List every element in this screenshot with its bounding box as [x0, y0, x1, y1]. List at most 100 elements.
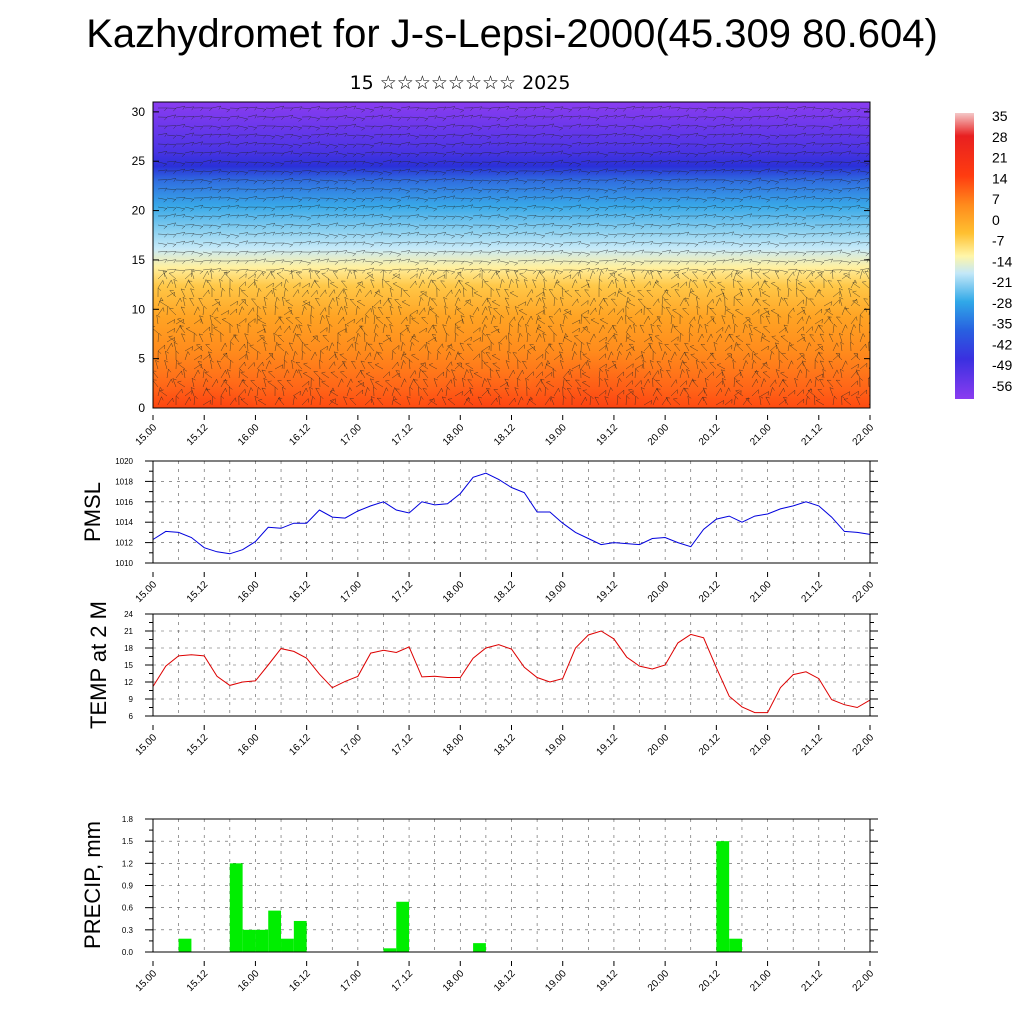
wind-barb [616, 170, 626, 172]
wind-barb-flag [640, 136, 644, 140]
wind-barb-flag [551, 116, 555, 121]
wind-barb-flag [370, 171, 375, 175]
wind-barb-flag [298, 171, 303, 175]
wind-barb-flag [595, 262, 599, 266]
wind-barb-flag [407, 106, 411, 111]
wind-barb-flag [461, 225, 465, 229]
wind-barb-flag [505, 126, 510, 130]
wind-barb-flag [539, 297, 542, 302]
wind-barb [211, 150, 221, 154]
wind-barb-flag [703, 207, 708, 211]
wind-barb [175, 168, 185, 172]
wind-barb [742, 142, 752, 145]
wind-barb [589, 124, 599, 127]
wind-barb [373, 106, 383, 109]
wind-barb [382, 269, 392, 272]
wind-barb [805, 141, 815, 145]
wind-barb-flag [217, 226, 221, 230]
wind-barb-flag [659, 125, 663, 129]
wind-barb-flag [667, 127, 672, 131]
wind-barb [706, 241, 716, 244]
wind-barb [454, 267, 464, 271]
wind-barb-flag [623, 114, 626, 119]
wind-barb [285, 300, 294, 307]
wind-barb [607, 142, 617, 145]
wind-barb [580, 232, 590, 235]
wind-barb [436, 160, 446, 163]
wind-barb-flag [640, 127, 644, 131]
wind-barb [355, 160, 365, 163]
wind-barb-flag [361, 118, 365, 122]
wind-barb-flag [614, 178, 618, 182]
wind-barb-flag [371, 151, 375, 156]
wind-barb [618, 291, 627, 298]
wind-barb-flag [343, 145, 348, 149]
wind-barb-flag [411, 317, 416, 320]
wind-barb-flag [821, 241, 825, 245]
wind-barb [769, 251, 779, 254]
wind-barb [517, 269, 527, 271]
wind-barb [625, 297, 629, 307]
wind-barb-flag [245, 142, 249, 146]
wind-barb [463, 143, 473, 146]
wind-barb [202, 186, 212, 190]
wind-barb [332, 271, 339, 280]
wind-barb-flag [668, 134, 672, 138]
wind-barb [535, 242, 545, 245]
wind-barb-flag [668, 188, 672, 193]
wind-barb-flag [587, 188, 591, 192]
wind-barb-flag [856, 199, 860, 203]
wind-barb-flag [794, 178, 798, 182]
wind-barb [310, 170, 320, 173]
wind-barb [193, 233, 203, 236]
wind-barb [823, 232, 833, 235]
wind-barb [571, 161, 581, 165]
wind-barb [211, 169, 221, 172]
wind-barb-flag [623, 160, 627, 164]
wind-barb [488, 306, 492, 316]
wind-barb [697, 315, 701, 325]
wind-barb [823, 224, 833, 226]
wind-barb [839, 288, 843, 298]
wind-barb-flag [596, 142, 600, 146]
wind-barb-flag [263, 258, 266, 263]
wind-barb [760, 215, 770, 217]
wind-barb-flag [496, 199, 500, 203]
wind-barb [328, 150, 338, 154]
wind-barb [355, 125, 365, 129]
wind-barb-flag [555, 281, 560, 283]
wind-barb [427, 224, 437, 226]
wind-barb [400, 223, 410, 226]
wind-barb [688, 233, 698, 236]
wind-barb [841, 260, 851, 263]
wind-barb-flag [775, 136, 780, 140]
wind-barb-flag [254, 196, 258, 200]
wind-barb-flag [252, 307, 255, 312]
wind-barb-flag [830, 301, 833, 306]
wind-barb [778, 297, 782, 307]
wind-barb-flag [829, 127, 833, 131]
wind-barb-flag [352, 118, 357, 122]
wind-barb [827, 280, 834, 289]
wind-barb-flag [623, 133, 627, 137]
wind-barb [364, 308, 372, 316]
wind-barb-flag [695, 170, 699, 174]
wind-barb-flag [298, 145, 302, 149]
wind-barb-flag [776, 187, 780, 191]
wind-barb-flag [721, 217, 726, 221]
wind-barb [751, 177, 761, 181]
wind-barb [391, 223, 401, 226]
wind-barb-flag [524, 135, 528, 139]
wind-barb [490, 124, 500, 127]
wind-barb [526, 289, 533, 298]
wind-barb [850, 160, 860, 163]
wind-barb-flag [740, 151, 744, 156]
wind-barb [607, 115, 617, 118]
wind-barb-flag [749, 142, 753, 147]
wind-barb [778, 214, 788, 217]
wind-barb-flag [271, 163, 275, 167]
wind-barb [382, 179, 392, 181]
wind-barb-flag [335, 214, 339, 218]
wind-barb [755, 298, 762, 307]
wind-barb [301, 161, 311, 164]
